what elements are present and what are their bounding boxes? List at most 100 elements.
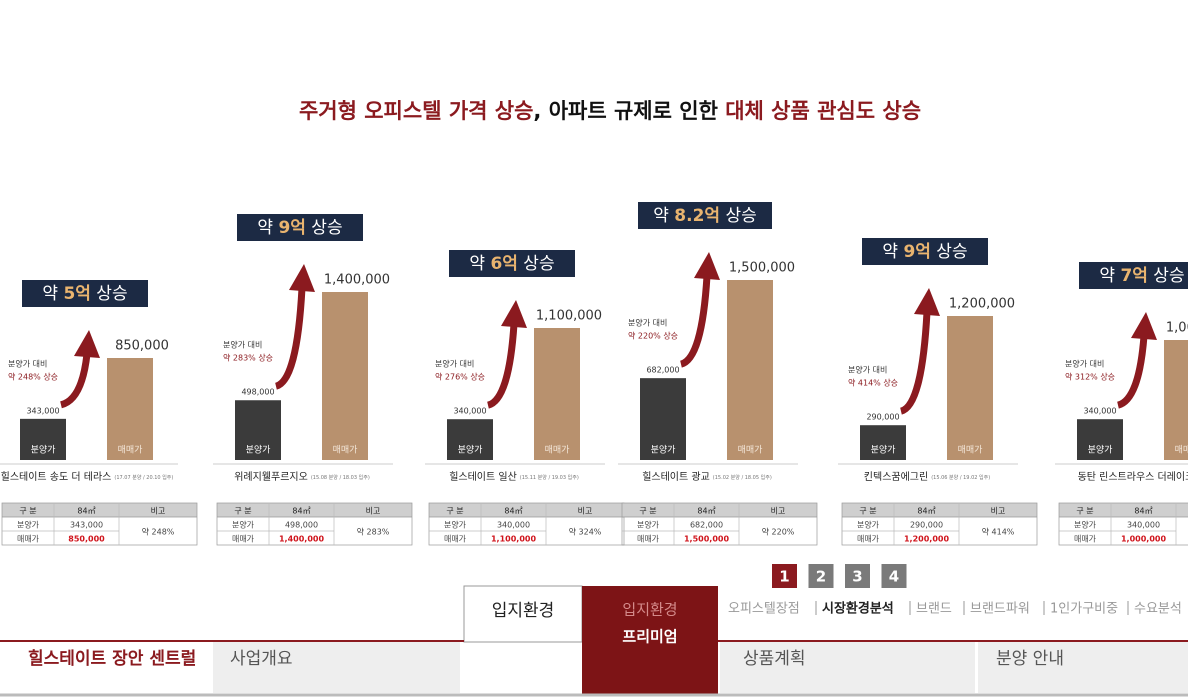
table-header: 84㎡ <box>1134 507 1152 516</box>
note-highlight: 약 220% 상승 <box>628 331 678 341</box>
tab-active[interactable] <box>463 585 583 643</box>
page-button[interactable] <box>845 564 870 588</box>
bar-category: 매매가 <box>333 445 358 456</box>
table-cell: 1,200,000 <box>904 535 949 544</box>
value-label: 1,000,000 <box>1166 321 1188 336</box>
page-number[interactable]: 1 <box>779 568 789 586</box>
table-cell: 1,100,000 <box>491 535 536 544</box>
page-number[interactable]: 3 <box>852 568 862 586</box>
table-cell: 340,000 <box>497 521 530 530</box>
table-header: 84㎡ <box>77 507 95 516</box>
title-part: 대체 상품 관심도 상승 <box>725 99 921 123</box>
table-cell: 498,000 <box>285 521 318 530</box>
page-button[interactable] <box>808 564 834 588</box>
table-border <box>216 502 413 546</box>
table-cell: 매매가 <box>857 535 880 544</box>
rise-arrow-head <box>914 288 940 316</box>
value-label: 850,000 <box>115 339 169 354</box>
value-label: 1,100,000 <box>536 309 602 324</box>
badge <box>22 280 148 307</box>
rise-arrow-head <box>289 264 315 292</box>
table-cell: 290,000 <box>910 521 943 530</box>
bar <box>322 292 368 460</box>
subnav-item[interactable]: 시장환경분석 <box>822 601 894 617</box>
bar-category: 매매가 <box>738 445 763 456</box>
note-highlight: 약 414% 상승 <box>848 378 898 388</box>
table-header-bg <box>622 503 817 517</box>
bar <box>107 358 153 460</box>
table-header: 구 분 <box>1076 507 1093 516</box>
badge <box>1079 262 1188 289</box>
page-number[interactable]: 4 <box>889 568 899 586</box>
bar <box>727 280 773 460</box>
badge <box>638 202 772 229</box>
value-label: 682,000 <box>646 366 679 375</box>
table-cell: 매매가 <box>637 535 660 544</box>
badge-text: 약 7억 상승 <box>1099 266 1184 286</box>
bar-category: 매매가 <box>1175 445 1188 456</box>
complex-title: 힐스테이트 일산 <box>449 470 517 483</box>
note: 분양가 대비 <box>8 359 47 368</box>
tab-label[interactable]: 입지환경 <box>622 601 677 619</box>
badge <box>237 214 363 241</box>
bar-category: 분양가 <box>871 445 896 456</box>
value-label: 1,200,000 <box>949 297 1015 312</box>
table-header: 비고 <box>771 507 786 516</box>
table-header-bg <box>1059 503 1188 517</box>
badge-text: 약 6억 상승 <box>469 254 554 274</box>
table-remark: 약 283% <box>357 527 390 537</box>
note: 분양가 대비 <box>435 360 474 369</box>
subnav-item[interactable]: 오피스텔장점 <box>728 602 800 617</box>
table-remark: 약 220% <box>762 527 795 537</box>
table-header: 비고 <box>578 507 593 516</box>
nav-item[interactable]: 상품계획 <box>743 649 806 669</box>
table-cell: 1,000,000 <box>1121 535 1166 544</box>
page-button[interactable] <box>772 564 797 588</box>
table-cell: 340,000 <box>1127 521 1160 530</box>
bar-category: 매매가 <box>545 445 570 456</box>
subnav-item[interactable]: 1인가구비중 <box>1050 602 1118 617</box>
page-number[interactable]: 2 <box>816 568 826 586</box>
complex-period: (15.11 분양 / 19.03 입주) <box>520 474 579 481</box>
badge-text: 약 5억 상승 <box>42 284 127 304</box>
table-header: 84㎡ <box>697 507 715 516</box>
tab-premium[interactable] <box>582 586 718 694</box>
nav-box <box>978 642 1188 693</box>
table-header: 구 분 <box>446 507 463 516</box>
table-cell: 682,000 <box>690 521 723 530</box>
badge-amount: 9억 <box>278 218 305 238</box>
table-header: 비고 <box>366 507 381 516</box>
title-part: , 아파트 규제로 인한 <box>533 99 725 123</box>
rise-arrow <box>899 311 931 415</box>
table-cell: 분양가 <box>637 521 660 530</box>
nav-box <box>720 642 975 693</box>
table-header-bg <box>429 503 624 517</box>
table-header: 구 분 <box>639 507 656 516</box>
table-cell: 분양가 <box>1074 521 1097 530</box>
nav-item[interactable]: 분양 안내 <box>996 649 1064 669</box>
subnav-item[interactable]: 수요분석 <box>1134 602 1182 617</box>
rise-arrow <box>679 275 711 368</box>
table-header: 비고 <box>991 507 1006 516</box>
note-highlight: 약 276% 상승 <box>435 372 485 382</box>
bar-category: 분양가 <box>458 445 483 456</box>
complex-name: 킨텍스꿈에그린 (15.06 분양 / 19.02 입주) <box>864 471 990 483</box>
badge-amount: 5억 <box>63 284 90 304</box>
tab-label[interactable]: 프리미엄 <box>622 628 677 646</box>
nav-item[interactable]: 사업개요 <box>230 649 293 669</box>
table-remark: 약 324% <box>569 527 602 537</box>
title-part: 주거형 오피스텔 가격 상승 <box>299 99 533 123</box>
badge-prefix: 약 <box>257 218 278 238</box>
complex-name: 힐스테이트 송도 더 테라스 (17.07 분양 / 20.10 입주) <box>1 470 174 483</box>
bar <box>860 425 906 460</box>
badge-suffix: 상승 <box>91 284 128 304</box>
subnav-item[interactable]: 브랜드파워 <box>970 602 1030 617</box>
badge-text: 약 9억 상승 <box>882 242 967 262</box>
brand-name[interactable]: 힐스테이트 장안 센트럴 <box>28 648 196 669</box>
subnav-item[interactable]: 브랜드 <box>916 602 952 617</box>
page-button[interactable] <box>881 564 907 588</box>
table-cell: 850,000 <box>68 535 105 544</box>
tab-label[interactable]: 입지환경 <box>492 601 555 621</box>
note: 분양가 대비 <box>628 319 667 328</box>
